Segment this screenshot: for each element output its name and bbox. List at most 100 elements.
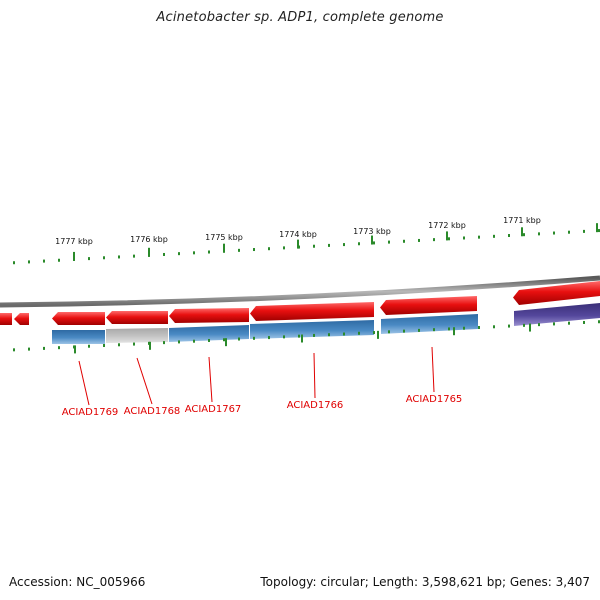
scale-tick-minor xyxy=(388,240,390,244)
scale-tick-minor xyxy=(253,336,255,340)
forward-gene-arrow[interactable] xyxy=(52,312,105,325)
scale-tick-minor xyxy=(523,233,525,237)
scale-tick-minor xyxy=(118,343,120,347)
scale-tick-minor xyxy=(193,339,195,343)
scale-tick-minor xyxy=(598,229,600,233)
scale-label: 1777 kbp xyxy=(55,237,93,246)
scale-tick-minor xyxy=(493,325,495,329)
gene-label[interactable]: ACIAD1765 xyxy=(406,394,463,405)
forward-gene-arrow[interactable] xyxy=(169,308,249,323)
scale-tick-minor xyxy=(418,238,420,242)
scale-tick-minor xyxy=(343,332,345,336)
scale-tick-minor xyxy=(583,320,585,324)
reverse-gene-block[interactable] xyxy=(514,303,600,326)
scale-tick-minor xyxy=(418,328,420,332)
scale-tick-minor xyxy=(43,259,45,263)
scale-label: 1771 kbp xyxy=(503,216,541,225)
scale-tick-minor xyxy=(13,261,15,265)
scale-tick-major xyxy=(73,251,75,261)
gene-label-leader xyxy=(313,352,316,399)
scale-tick-minor xyxy=(28,347,30,351)
reverse-strand-genes xyxy=(52,303,600,344)
genome-title: Acinetobacter sp. ADP1, complete genome xyxy=(156,10,444,25)
scale-label: 1776 kbp xyxy=(130,235,168,244)
scale-tick-major xyxy=(225,338,227,347)
scale-tick-minor xyxy=(568,321,570,325)
reverse-gene-block[interactable] xyxy=(169,325,249,342)
scale-tick-minor xyxy=(118,255,120,259)
scale-tick-minor xyxy=(553,231,555,235)
scale-tick-minor xyxy=(568,230,570,234)
scale-tick-major xyxy=(149,341,151,350)
scale-tick-minor xyxy=(163,341,165,345)
scale-tick-minor xyxy=(358,331,360,335)
scale-tick-minor xyxy=(223,338,225,342)
scale-tick-minor xyxy=(88,344,90,348)
gene-label-leader xyxy=(136,357,153,405)
scale-tick-minor xyxy=(403,329,405,333)
scale-tick-minor xyxy=(508,234,510,238)
scale-tick-minor xyxy=(313,244,315,248)
scale-tick-minor xyxy=(298,334,300,338)
gene-label[interactable]: ACIAD1769 xyxy=(62,407,119,418)
genome-backbone xyxy=(0,275,600,308)
scale-tick-minor xyxy=(28,260,30,264)
scale-tick-major xyxy=(223,243,225,253)
scale-tick-minor xyxy=(358,242,360,246)
scale-tick-minor xyxy=(328,333,330,337)
scale-tick-minor xyxy=(553,322,555,326)
scale-tick-minor xyxy=(538,323,540,327)
scale-label: 1775 kbp xyxy=(205,233,243,242)
scale-tick-minor xyxy=(133,342,135,346)
reverse-gene-block[interactable] xyxy=(106,328,168,343)
scale-tick-minor xyxy=(493,234,495,238)
forward-gene-arrow[interactable] xyxy=(380,296,477,315)
reverse-gene-block[interactable] xyxy=(52,330,105,344)
gene-labels[interactable]: ACIAD1769 ACIAD1768 ACIAD1767 ACIAD1766 ACIA… xyxy=(62,346,463,418)
scale-tick-major xyxy=(297,239,299,249)
gene-label-leader xyxy=(208,356,213,403)
scale-tick-minor xyxy=(208,250,210,254)
scale-tick-minor xyxy=(328,243,330,247)
scale-tick-minor xyxy=(538,232,540,236)
scale-tick-major xyxy=(148,247,150,257)
scale-tick-minor xyxy=(403,239,405,243)
scale-tick-minor xyxy=(583,229,585,233)
scale-tick-minor xyxy=(88,257,90,261)
scale-tick-minor xyxy=(58,258,60,262)
scale-tick-minor xyxy=(268,247,270,251)
forward-gene-arrow[interactable] xyxy=(106,311,168,324)
scale-tick-minor xyxy=(448,237,450,241)
scale-tick-minor xyxy=(508,324,510,328)
scale-tick-major xyxy=(371,235,373,245)
scale-tick-minor xyxy=(523,323,525,327)
scale-tick-minor xyxy=(598,320,600,324)
gene-label[interactable]: ACIAD1766 xyxy=(287,400,344,411)
forward-gene-arrow[interactable] xyxy=(0,313,12,325)
scale-tick-minor xyxy=(133,254,135,258)
gene-label-leader xyxy=(431,346,435,393)
scale-tick-minor xyxy=(343,243,345,247)
forward-gene-arrow[interactable] xyxy=(250,302,374,321)
scale-tick-minor xyxy=(268,336,270,340)
scale-tick-minor xyxy=(373,241,375,245)
scale-tick-minor xyxy=(178,340,180,344)
forward-gene-arrow[interactable] xyxy=(14,313,29,325)
scale-tick-minor xyxy=(463,236,465,240)
scale-ticks-bottom xyxy=(13,320,600,354)
reverse-gene-block[interactable] xyxy=(381,314,478,334)
scale-tick-minor xyxy=(313,333,315,337)
scale-tick-minor xyxy=(103,256,105,260)
scale-tick-minor xyxy=(478,326,480,330)
gene-label[interactable]: ACIAD1767 xyxy=(185,404,242,415)
scale-tick-major xyxy=(301,334,303,343)
scale-tick-major xyxy=(596,223,598,233)
scale-tick-minor xyxy=(283,246,285,250)
scale-tick-minor xyxy=(13,348,15,352)
scale-tick-major xyxy=(529,323,531,332)
scale-labels: 1777 kbp 1776 kbp 1775 kbp 1774 kbp 1773 kbp… xyxy=(55,216,541,246)
gene-label[interactable]: ACIAD1768 xyxy=(124,406,181,417)
forward-gene-arrow[interactable] xyxy=(513,281,600,305)
scale-tick-minor xyxy=(283,335,285,339)
